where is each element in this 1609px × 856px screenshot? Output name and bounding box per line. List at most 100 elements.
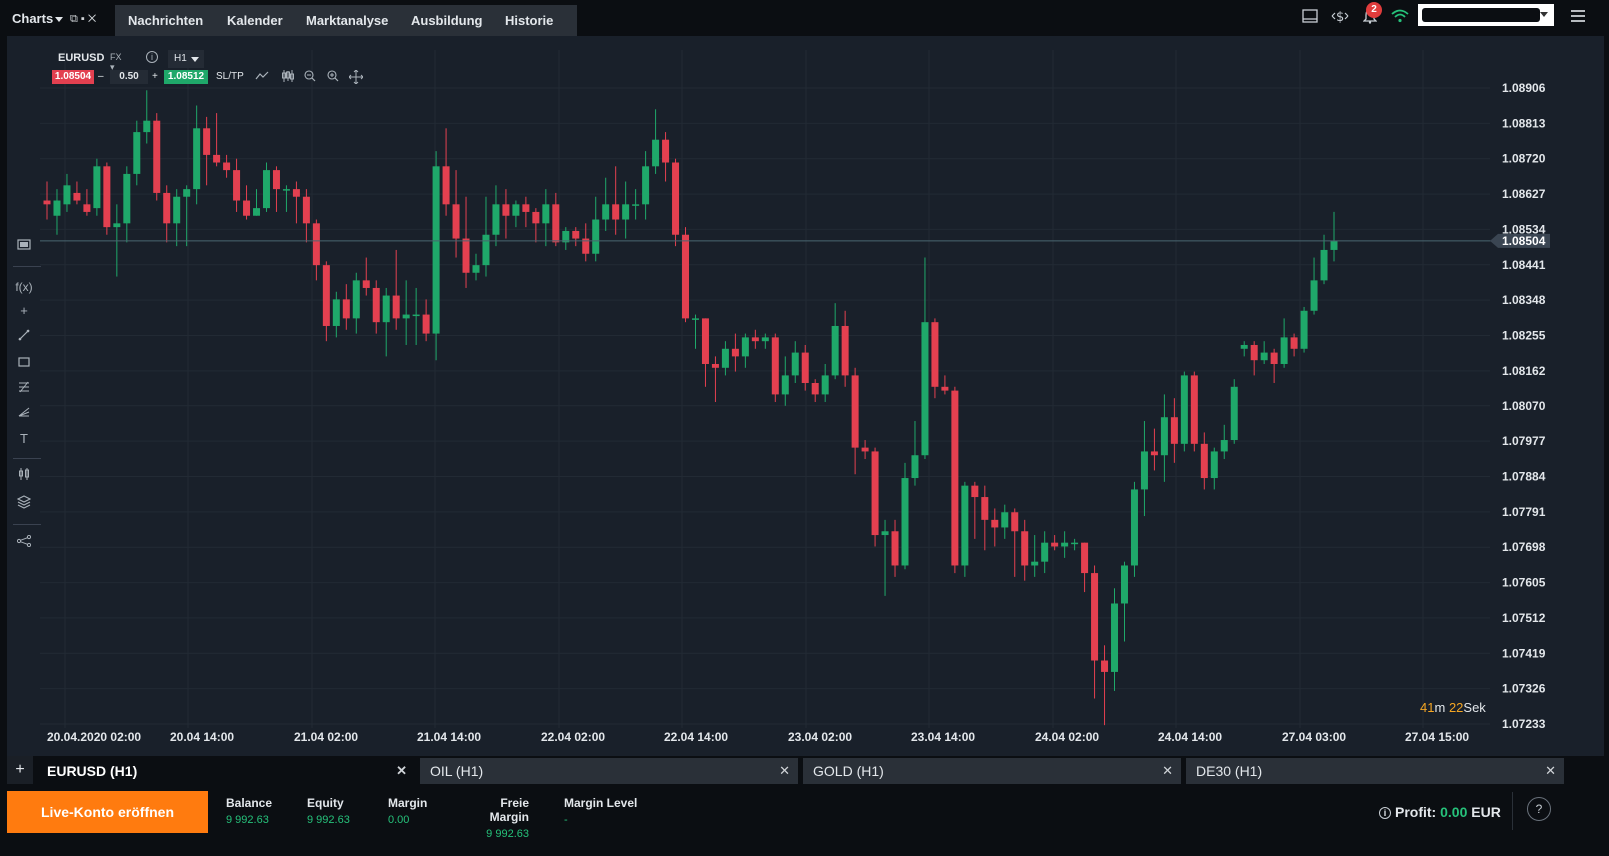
tab-de30[interactable]: DE30 (H1) ✕ <box>1186 758 1564 784</box>
candle-body <box>512 204 520 216</box>
open-live-account-button[interactable]: Live-Konto eröffnen <box>7 791 208 833</box>
fibonacci-icon[interactable] <box>7 378 41 400</box>
sltp-button[interactable]: SL/TP <box>216 71 244 82</box>
nav-calendar[interactable]: Kalender <box>227 13 283 28</box>
help-icon[interactable]: ? <box>1527 797 1551 821</box>
free-margin-label: Freie Margin <box>489 796 529 824</box>
bar-chart-icon[interactable] <box>7 466 41 488</box>
candle-body <box>143 120 151 133</box>
candle-body <box>1021 531 1029 566</box>
info-icon[interactable]: i <box>1379 807 1391 819</box>
account-select[interactable] <box>1418 4 1554 26</box>
tab-oil[interactable]: OIL (H1) ✕ <box>420 758 798 784</box>
decrease-lot-button[interactable]: – <box>98 71 104 82</box>
countdown-seconds-unit: Sek <box>1463 700 1486 715</box>
increase-lot-button[interactable]: + <box>152 71 158 82</box>
text-tool-icon[interactable]: T <box>20 431 28 446</box>
candle-body <box>482 234 490 266</box>
candle-body <box>612 204 620 220</box>
current-price-tag <box>1490 233 1550 248</box>
candle-body <box>213 154 221 163</box>
dollar-icon[interactable]: $ <box>1330 8 1350 28</box>
chevron-down-icon <box>55 17 64 23</box>
symbol-name[interactable]: EURUSD <box>58 52 105 64</box>
candle-body <box>542 204 550 224</box>
account-footer: Live-Konto eröffnen Balance 9 992.63 Equ… <box>7 788 1604 840</box>
candle-body <box>911 455 919 479</box>
chevron-down-icon <box>191 57 199 62</box>
y-tick-label: 1.07698 <box>1502 540 1546 554</box>
restore-icon[interactable]: ▪ <box>80 13 85 25</box>
lot-size-input[interactable]: 0.50 <box>110 70 148 84</box>
nav-news[interactable]: Nachrichten <box>128 13 204 28</box>
tab-label: OIL (H1) <box>430 763 484 779</box>
footer-divider <box>1512 792 1513 830</box>
candle-body <box>1220 440 1228 452</box>
nav-history[interactable]: Historie <box>505 13 554 28</box>
y-tick-label: 1.07605 <box>1502 576 1546 590</box>
pitchfork-icon[interactable] <box>7 402 41 424</box>
candle-body <box>262 170 270 209</box>
candle-body <box>771 337 779 395</box>
toolbar-divider <box>13 266 41 267</box>
candle-body <box>193 128 201 190</box>
free-margin-value: 9 992.63 <box>486 828 529 840</box>
sell-button[interactable]: 1.08504 <box>52 70 94 84</box>
margin-label: Margin <box>388 796 428 810</box>
free-margin: Freie Margin 9 992.63 <box>464 796 529 840</box>
candle-body <box>831 325 839 376</box>
rectangle-icon[interactable] <box>7 352 41 374</box>
share-icon[interactable] <box>7 532 41 554</box>
info-icon[interactable]: i <box>146 51 158 63</box>
popout-icon[interactable]: ⧉ <box>70 13 78 25</box>
crosshair-tool-icon[interactable]: + <box>20 303 28 318</box>
close-icon[interactable]: ✕ <box>779 763 790 778</box>
line-chart-icon[interactable] <box>254 70 270 84</box>
nav-market-analysis[interactable]: Marktanalyse <box>306 13 389 28</box>
candle-body <box>572 230 580 239</box>
candle-body <box>382 295 390 323</box>
candle-body <box>1130 489 1138 566</box>
x-tick-label: 24.04 14:00 <box>1158 730 1222 744</box>
add-tab-button[interactable]: + <box>7 756 33 784</box>
zoom-out-icon[interactable] <box>302 70 318 84</box>
y-tick-label: 1.07512 <box>1502 611 1546 625</box>
cursor-icon[interactable] <box>7 236 41 258</box>
close-icon[interactable]: ✕ <box>87 13 97 25</box>
y-tick-label: 1.08534 <box>1502 222 1546 236</box>
hamburger-icon[interactable] <box>1568 8 1588 28</box>
symbol-type[interactable]: FX ▾ <box>110 52 122 72</box>
tab-gold[interactable]: GOLD (H1) ✕ <box>803 758 1181 784</box>
close-icon[interactable]: ✕ <box>1162 763 1173 778</box>
margin-level: Margin Level - <box>564 796 637 826</box>
candlestick-chart[interactable]: 1.08906 1.08813 1.08720 1.08627 1.08534 1.084… <box>0 36 1609 756</box>
instrument-tabs: + EURUSD (H1) ✕ OIL (H1) ✕ GOLD (H1) ✕ DE30… <box>7 756 1604 784</box>
candle-body <box>891 531 899 566</box>
x-tick-label: 20.04.2020 02:00 <box>47 730 141 744</box>
candle-body <box>103 166 111 228</box>
x-tick-label: 27.04 15:00 <box>1405 730 1469 744</box>
layers-icon[interactable] <box>7 494 41 516</box>
indicators-icon[interactable]: f(x) <box>15 280 33 294</box>
nav-education[interactable]: Ausbildung <box>411 13 483 28</box>
chart-type-icon[interactable] <box>280 70 296 84</box>
trend-line-icon[interactable] <box>7 326 41 348</box>
candle-body <box>1140 451 1148 490</box>
zoom-in-icon[interactable] <box>325 70 341 84</box>
candle-body <box>741 337 749 357</box>
tab-eurusd[interactable]: EURUSD (H1) ✕ <box>37 758 415 784</box>
tab-label: DE30 (H1) <box>1196 763 1263 779</box>
layout-icon[interactable] <box>1300 8 1320 28</box>
candle-body <box>422 314 430 334</box>
buy-button[interactable]: 1.08512 <box>164 70 208 84</box>
timeframe-select[interactable]: H1 <box>168 50 204 68</box>
y-tick-label: 1.08255 <box>1502 328 1546 342</box>
candle-body <box>183 189 191 197</box>
close-icon[interactable]: ✕ <box>1545 763 1556 778</box>
charts-menu[interactable]: Charts <box>0 0 115 36</box>
candle-body <box>1290 337 1298 349</box>
crosshair-icon[interactable] <box>348 69 364 85</box>
current-price-label: 1.08504 <box>1502 234 1546 248</box>
close-icon[interactable]: ✕ <box>396 763 407 778</box>
